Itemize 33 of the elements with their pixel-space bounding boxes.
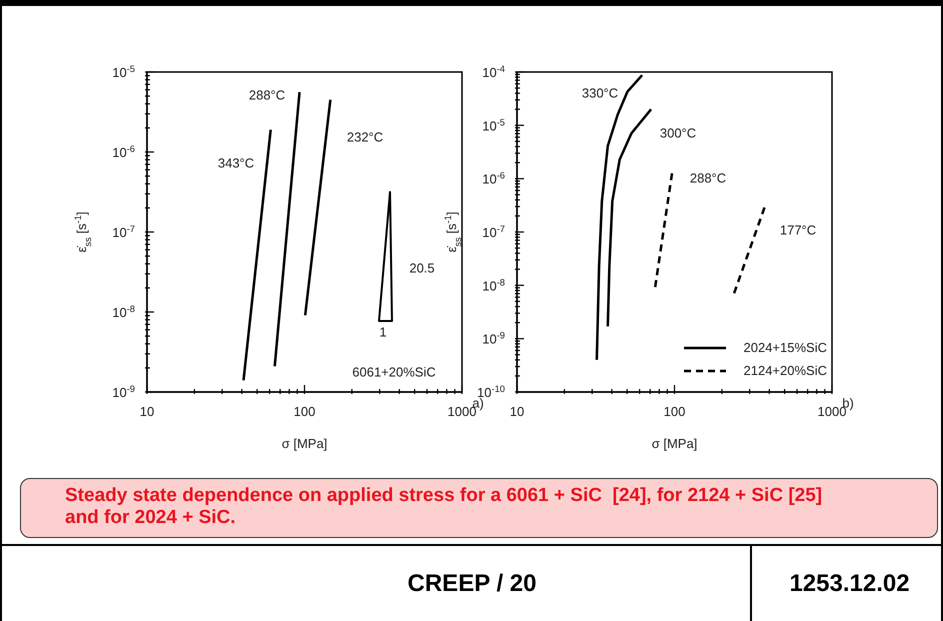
y-tick-label: 10$^{-8}$	[482, 277, 505, 294]
x-tick-label: 100	[294, 404, 316, 419]
legend-label: 2124+20%SiC	[744, 363, 827, 378]
x-tick-label: 100	[664, 404, 686, 419]
series-label: 343°C	[218, 156, 254, 170]
annotation: 330°C	[582, 86, 618, 100]
y-tick-label: 10$^{-9}$	[112, 384, 135, 400]
text: Steady state dependence on applied stress for a 6061 + SiC [24], for 2124 + SiC [25] and for 2024 + SiC.	[65, 485, 824, 529]
y-tick-label: 10$^{-6}$	[482, 170, 505, 187]
annotation: 288°C	[690, 170, 726, 186]
annotation: 300°C	[660, 126, 696, 140]
y-tick-label: 10$^{-7}$	[112, 224, 135, 240]
x-axis-title: σ [MPa]	[652, 436, 698, 451]
annotation: 1	[379, 324, 387, 340]
annotation: 20.5	[409, 260, 435, 276]
annotation: 6061+20%SiC	[352, 364, 436, 380]
y-tick-label: 10$^{-6}$	[112, 144, 135, 160]
annotation: 177°C	[780, 222, 816, 238]
series-label: 288°C	[248, 88, 286, 102]
x-tick-label: 10	[510, 404, 524, 419]
y-tick-label: 10$^{-5}$	[112, 64, 135, 80]
y-tick-label: 10$^{-4}$	[482, 64, 505, 80]
x-axis-title: σ [MPa]	[282, 436, 328, 451]
x-tick-label: 10	[140, 404, 154, 419]
y-tick-label: 10$^{-5}$	[482, 117, 505, 134]
text: CREEP / 20	[406, 570, 538, 598]
series-label: 232°C	[346, 130, 384, 144]
y-tick-label: 10$^{-8}$	[112, 304, 135, 320]
legend-label: 2024+15%SiC	[744, 340, 827, 355]
y-tick-label: 10$^{-9}$	[482, 330, 505, 347]
y-tick-label: 10$^{-7}$	[482, 224, 505, 240]
y-tick-label: 10$^{-10}$	[477, 384, 505, 400]
text: 1253.12.02	[788, 570, 911, 598]
